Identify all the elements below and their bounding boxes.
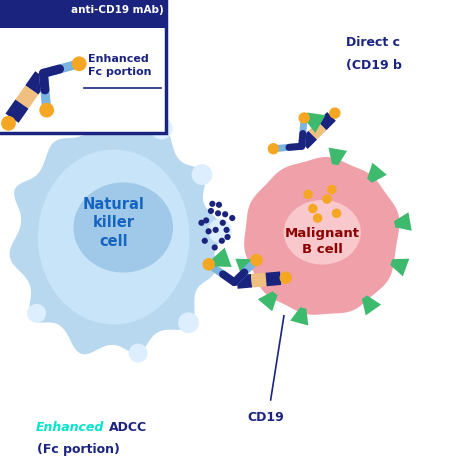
Circle shape [280,272,292,284]
Polygon shape [237,274,252,289]
Circle shape [210,201,215,207]
Circle shape [206,228,211,234]
Circle shape [203,217,209,224]
Circle shape [191,164,212,185]
Circle shape [322,194,332,204]
Text: anti-CD19 mAb): anti-CD19 mAb) [71,5,164,16]
FancyBboxPatch shape [0,0,166,133]
Polygon shape [38,150,190,324]
Polygon shape [318,112,336,130]
Text: (Fc portion): (Fc portion) [37,443,119,456]
Text: Malignant
B cell: Malignant B cell [285,227,360,256]
Circle shape [250,254,263,266]
Text: ADCC: ADCC [109,421,147,434]
Circle shape [202,258,215,271]
Polygon shape [367,163,387,183]
Circle shape [128,344,147,363]
Polygon shape [390,259,409,276]
Text: Natural
killer
cell: Natural killer cell [83,197,145,249]
Circle shape [224,234,230,240]
Text: (CD19 b: (CD19 b [346,59,402,72]
Circle shape [332,209,341,218]
Circle shape [208,219,232,243]
Circle shape [216,202,222,208]
Polygon shape [309,121,327,139]
Polygon shape [15,85,38,109]
Circle shape [329,108,340,119]
Text: CD19: CD19 [247,410,284,424]
Ellipse shape [284,200,361,264]
Polygon shape [258,291,277,311]
Circle shape [208,208,214,214]
Circle shape [268,143,279,155]
FancyBboxPatch shape [0,0,166,28]
Polygon shape [394,212,412,231]
Polygon shape [304,112,326,133]
Text: Enhanced
Fc portion: Enhanced Fc portion [88,54,151,77]
Polygon shape [299,131,317,149]
Circle shape [202,238,208,244]
Circle shape [224,227,229,233]
Circle shape [151,118,173,139]
Polygon shape [362,295,381,315]
Polygon shape [211,248,232,267]
Ellipse shape [73,182,173,273]
Circle shape [1,116,16,131]
Circle shape [39,103,54,118]
Circle shape [222,211,228,217]
Circle shape [211,245,218,250]
Circle shape [178,312,199,333]
Polygon shape [328,147,347,165]
Circle shape [313,213,322,223]
Circle shape [198,220,204,226]
Polygon shape [244,157,400,315]
Polygon shape [6,100,28,123]
Circle shape [327,185,337,194]
Circle shape [229,215,235,221]
Polygon shape [9,118,223,355]
Polygon shape [25,71,48,95]
Polygon shape [265,272,281,286]
Circle shape [308,204,318,213]
Text: Direct c: Direct c [346,36,400,49]
Circle shape [219,220,226,226]
Circle shape [27,304,46,323]
Circle shape [72,56,87,71]
Text: Enhanced: Enhanced [36,421,104,434]
Polygon shape [236,259,255,276]
Circle shape [219,238,225,244]
Polygon shape [251,273,267,288]
Circle shape [299,112,310,124]
Circle shape [212,227,219,233]
Polygon shape [290,307,308,326]
Circle shape [215,210,221,216]
Circle shape [303,190,313,199]
